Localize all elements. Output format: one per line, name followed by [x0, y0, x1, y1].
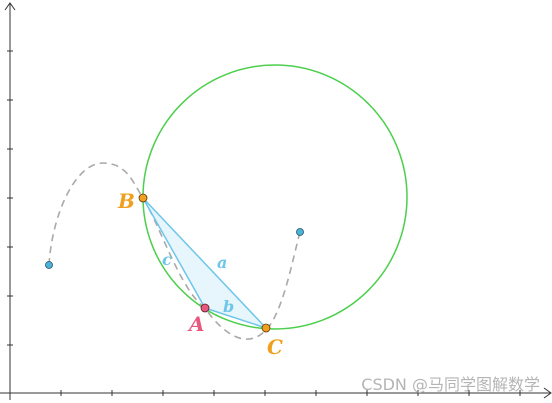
side-label-b: b — [223, 297, 234, 316]
side-label-a: a — [217, 253, 227, 272]
curve-end-point[interactable] — [296, 228, 304, 236]
watermark: CSDN @马同学图解数学 — [361, 375, 540, 394]
side-b — [204, 307, 267, 329]
circumcircle — [142, 64, 408, 330]
curve-start-point[interactable] — [45, 261, 53, 269]
point-label-c: C — [267, 335, 283, 359]
point-c[interactable] — [261, 323, 271, 333]
side-label-c: c — [162, 250, 172, 269]
point-label-b: B — [117, 189, 135, 213]
point-label-a: A — [187, 312, 205, 336]
point-b[interactable] — [138, 193, 148, 203]
x-axis-ticks — [60, 390, 521, 396]
y-axis-ticks — [7, 50, 13, 346]
x-axis-arrow-icon — [543, 387, 552, 399]
side-a — [142, 197, 267, 329]
y-axis-arrow-icon — [4, 2, 16, 11]
side-c — [142, 197, 206, 309]
point-a[interactable] — [200, 303, 210, 313]
